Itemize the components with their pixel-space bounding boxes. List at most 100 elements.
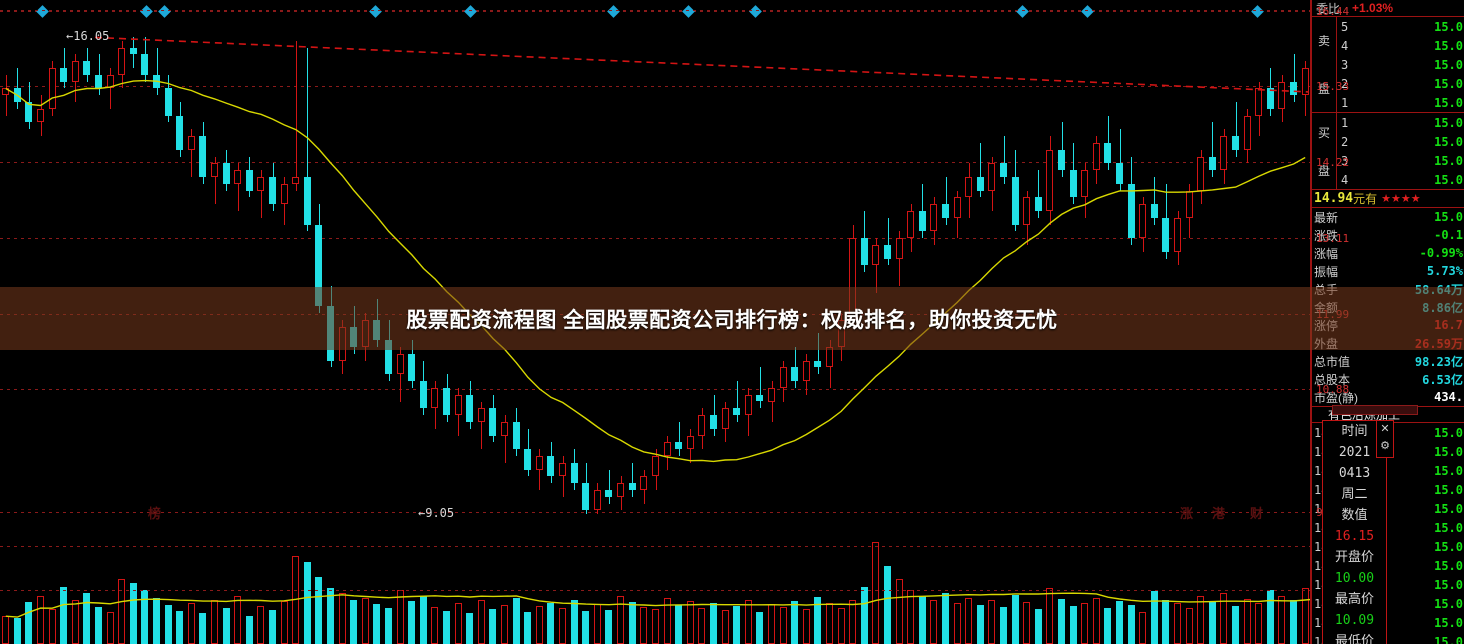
tooltip-line: 周二	[1341, 487, 1368, 502]
volume-bar	[257, 605, 264, 644]
tooltip-line: 2021	[1338, 445, 1371, 460]
article-title-overlay: 股票配资流程图 全国股票配资公司排行榜：权威排名，助你投资无忧	[0, 287, 1464, 350]
y-axis-label: 14.22	[1316, 156, 1350, 169]
volume-bar	[559, 607, 566, 644]
current-price-row: 14.94 元有 ★★★★	[1312, 190, 1464, 208]
gridline-top	[0, 10, 1311, 11]
volume-gridline	[0, 590, 1311, 591]
rating-stars: ★★★★	[1381, 193, 1421, 205]
order-price: 15.0	[1434, 76, 1463, 91]
volume-bar	[269, 609, 276, 644]
tick-price: 15.0	[1434, 444, 1463, 459]
order-book-row[interactable]: 3 15.0	[1337, 151, 1464, 170]
order-book-row[interactable]: 4 15.0	[1337, 170, 1464, 189]
volume-bar	[664, 597, 671, 644]
tick-price: 15.0	[1434, 463, 1463, 478]
volume-bar	[246, 616, 253, 644]
price-pane[interactable]: ←16.05 ←9.05	[0, 0, 1311, 524]
order-price: 15.0	[1434, 57, 1463, 72]
tooltip-controls[interactable]: ✕ ⚙	[1376, 420, 1394, 458]
buy-rows[interactable]: 1 15.0 2 15.0 3 15.0 4 15.0	[1337, 113, 1464, 189]
order-book-row[interactable]: 2 15.0	[1337, 132, 1464, 151]
stat-row: 最新 15.0	[1312, 208, 1464, 226]
order-price: 15.0	[1434, 153, 1463, 168]
order-book-row[interactable]: 3 15.0	[1337, 55, 1464, 74]
order-book-row[interactable]: 2 15.0	[1337, 74, 1464, 93]
moving-average-overlay	[5, 36, 1309, 463]
order-level: 4	[1341, 38, 1349, 53]
current-price-unit: 元有	[1353, 192, 1378, 206]
price-annotation: ←16.05	[66, 29, 110, 44]
order-price: 15.0	[1434, 95, 1463, 110]
sell-label: 卖 盘	[1312, 17, 1337, 112]
gridline	[0, 86, 1311, 87]
volume-bar	[1278, 595, 1285, 644]
sell-side[interactable]: 卖 盘 5 15.0 4 15.0 3 15.0 2 15.0 1 15.0	[1312, 17, 1464, 113]
volume-bar	[814, 596, 821, 644]
order-book-row[interactable]: 4 15.0	[1337, 36, 1464, 55]
stat-row: 总股本 6.53亿	[1312, 370, 1464, 388]
order-book-row[interactable]: 1 15.0	[1337, 93, 1464, 112]
volume-bar	[1232, 605, 1239, 644]
y-axis-label: 16.44	[1316, 5, 1350, 18]
order-book-row[interactable]: 5 15.0	[1337, 17, 1464, 36]
order-price: 15.0	[1434, 19, 1463, 34]
volume-bar	[60, 586, 67, 644]
volume-bar	[942, 593, 949, 644]
gear-icon[interactable]: ⚙	[1380, 440, 1390, 452]
volume-bar	[153, 597, 160, 644]
close-icon[interactable]: ✕	[1380, 423, 1390, 435]
volume-bar	[652, 608, 659, 644]
order-book[interactable]: 卖 盘 5 15.0 4 15.0 3 15.0 2 15.0 1 15.0 买 盘 1 15.0 2…	[1312, 17, 1464, 190]
order-level: 5	[1341, 19, 1349, 34]
order-level: 4	[1341, 172, 1349, 187]
watermark-char: 涨	[1180, 506, 1194, 521]
sell-rows[interactable]: 5 15.0 4 15.0 3 15.0 2 15.0 1 15.0	[1337, 17, 1464, 112]
volume-bar	[1162, 599, 1169, 644]
tooltip-line: 0413	[1338, 466, 1371, 481]
volume-bar	[176, 610, 183, 644]
stat-value: 98.23亿	[1414, 354, 1463, 369]
stat-key: 振幅	[1314, 264, 1339, 279]
order-book-row[interactable]: 1 15.0	[1337, 113, 1464, 132]
stat-key: 总股本	[1314, 372, 1351, 387]
volume-bar	[617, 595, 624, 644]
stat-key: 最新	[1314, 210, 1339, 225]
volume-bar	[791, 601, 798, 644]
tick-price: 15.0	[1434, 501, 1463, 516]
gridline	[0, 162, 1311, 163]
volume-bar	[408, 601, 415, 644]
sector-mini-bar	[1332, 405, 1418, 415]
volume-bar	[1209, 601, 1216, 644]
volume-bar	[1151, 591, 1158, 644]
volume-bar	[37, 595, 44, 644]
volume-bar	[1058, 598, 1065, 644]
volume-bar	[107, 611, 114, 644]
volume-bar	[95, 606, 102, 644]
order-level: 2	[1341, 134, 1349, 149]
stat-key: 总市值	[1314, 354, 1351, 369]
tick-price: 15.0	[1434, 558, 1463, 573]
volume-bar	[466, 613, 473, 644]
volume-bar	[1035, 608, 1042, 644]
gridline	[0, 11, 1311, 12]
order-level: 3	[1341, 57, 1349, 72]
y-axis-label: 10.88	[1316, 383, 1350, 396]
volume-bar	[547, 603, 554, 644]
volume-bar	[49, 608, 56, 644]
order-price: 15.0	[1434, 38, 1463, 53]
volume-bar	[223, 607, 230, 644]
volume-bar	[1070, 605, 1077, 644]
stat-row: 涨幅 -0.99%	[1312, 244, 1464, 262]
order-price: 15.0	[1434, 134, 1463, 149]
stat-row: 总市值 98.23亿	[1312, 352, 1464, 370]
volume-bar	[605, 609, 612, 644]
volume-bar	[919, 595, 926, 644]
volume-pane[interactable]	[0, 524, 1332, 644]
stat-key: 市盈(静)	[1314, 390, 1358, 405]
volume-bar	[25, 602, 32, 644]
volume-bar	[640, 606, 647, 644]
buy-side[interactable]: 买 盘 1 15.0 2 15.0 3 15.0 4 15.0	[1312, 113, 1464, 189]
y-axis-label: 15.33	[1316, 80, 1350, 93]
